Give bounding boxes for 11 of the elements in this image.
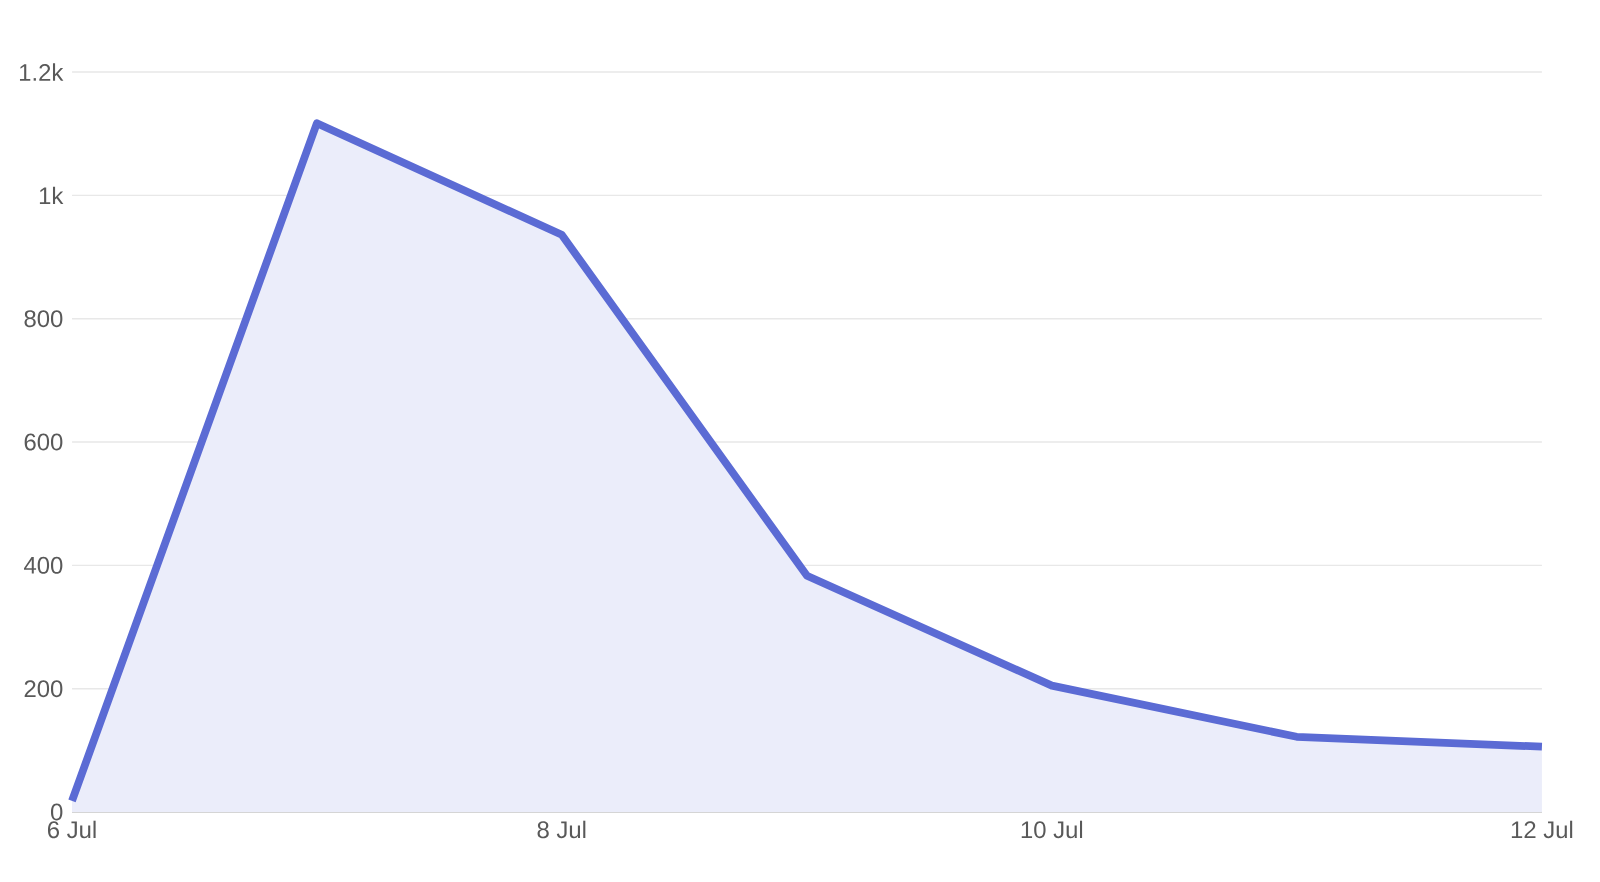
y-tick-label: 200: [24, 680, 63, 698]
x-tick-label: 8 Jul: [537, 820, 586, 839]
x-tick-label: 6 Jul: [47, 820, 96, 839]
y-tick-label: 400: [24, 556, 63, 574]
y-tick-label: 800: [24, 310, 63, 328]
y-tick-label: 600: [24, 433, 63, 451]
y-tick-label: 0: [50, 803, 63, 821]
x-tick-label: 12 Jul: [1511, 820, 1573, 839]
y-tick-label: 1.2k: [19, 63, 64, 81]
y-tick-label: 1k: [39, 186, 64, 204]
x-tick-label: 10 Jul: [1021, 820, 1083, 839]
